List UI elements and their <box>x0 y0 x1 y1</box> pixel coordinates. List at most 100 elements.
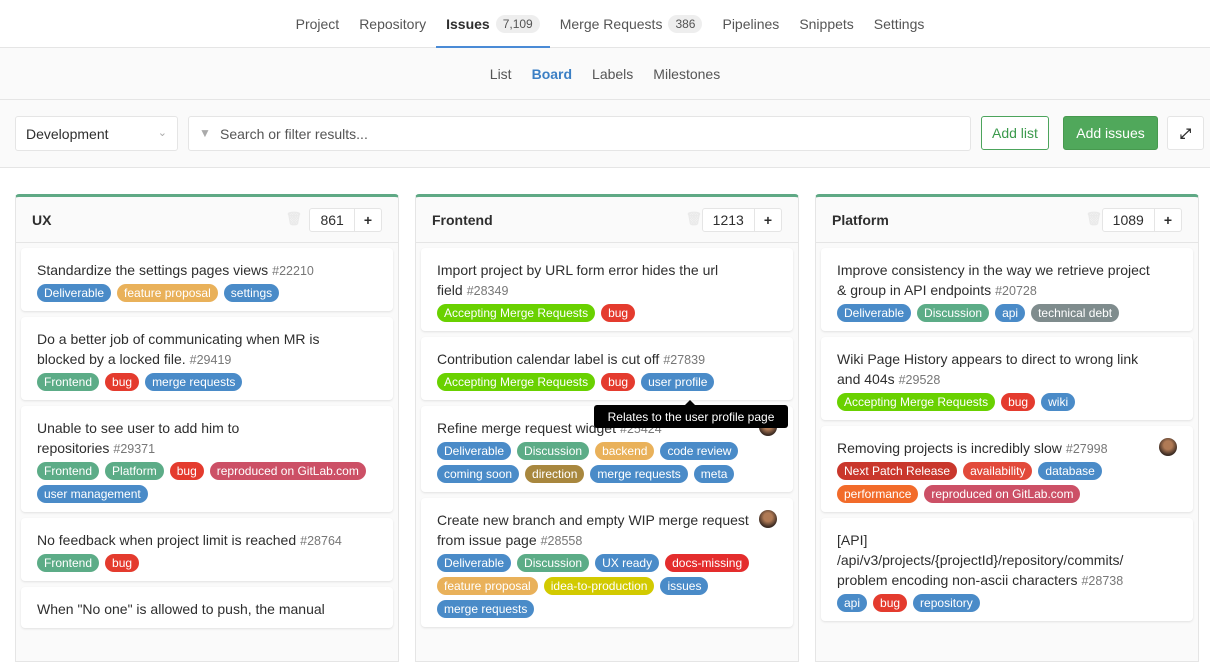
issue-card[interactable]: Improve consistency in the way we retrie… <box>821 248 1193 331</box>
issue-title[interactable]: Wiki Page History appears to direct to w… <box>837 351 1139 387</box>
issue-card[interactable]: Standardize the settings pages views #222… <box>21 248 393 311</box>
subnav-labels[interactable]: Labels <box>592 65 634 82</box>
tab-pipelines[interactable]: Pipelines <box>712 0 789 47</box>
subnav-list[interactable]: List <box>489 65 512 82</box>
add-list-button[interactable]: Add list <box>981 116 1049 150</box>
label[interactable]: docs-missing <box>665 554 750 572</box>
label[interactable]: bug <box>105 554 140 572</box>
label[interactable]: Frontend <box>37 373 100 391</box>
label[interactable]: Platform <box>105 462 164 480</box>
label[interactable]: code review <box>660 442 739 460</box>
tab-merge-requests[interactable]: Merge Requests 386 <box>550 0 713 47</box>
label[interactable]: merge requests <box>590 465 688 483</box>
issue-title[interactable]: Do a better job of communicating when MR… <box>37 331 320 367</box>
label[interactable]: feature proposal <box>117 284 218 302</box>
search-input[interactable]: ▼ Search or filter results... <box>188 116 971 151</box>
label[interactable]: meta <box>693 465 735 483</box>
issue-card[interactable]: Create new branch and empty WIP merge re… <box>421 498 793 627</box>
label[interactable]: Next Patch Release <box>837 462 958 480</box>
issue-title[interactable]: When "No one" is allowed to push, the ma… <box>37 601 325 617</box>
label[interactable]: Accepting Merge Requests <box>437 304 596 322</box>
label[interactable]: merge requests <box>145 373 243 391</box>
tab-issues[interactable]: Issues 7,109 <box>436 0 550 48</box>
label[interactable]: performance <box>837 485 919 503</box>
issue-title[interactable]: [API] /api/v3/projects/{projectId}/repos… <box>837 532 1124 588</box>
issue-card[interactable]: Import project by URL form error hides t… <box>421 248 793 331</box>
label[interactable]: Deliverable <box>837 304 912 322</box>
label[interactable]: user profile <box>641 373 715 391</box>
label[interactable]: user management <box>37 485 148 503</box>
add-issues-button[interactable]: Add issues <box>1063 116 1158 150</box>
label[interactable]: coming soon <box>437 465 520 483</box>
fullscreen-icon[interactable]: ⤢ <box>1167 116 1204 150</box>
tab-project[interactable]: Project <box>286 0 350 47</box>
label[interactable]: Deliverable <box>37 284 112 302</box>
label[interactable]: database <box>1038 462 1102 480</box>
tab-snippets[interactable]: Snippets <box>789 0 863 47</box>
label[interactable]: Discussion <box>517 442 590 460</box>
issue-title[interactable]: Improve consistency in the way we retrie… <box>837 262 1150 298</box>
tab-repository[interactable]: Repository <box>349 0 436 47</box>
label[interactable]: bug <box>105 373 140 391</box>
issue-title[interactable]: Standardize the settings pages views <box>37 262 269 278</box>
issue-card[interactable]: When "No one" is allowed to push, the ma… <box>21 587 393 628</box>
label[interactable]: issues <box>660 577 709 595</box>
label[interactable]: UX ready <box>595 554 660 572</box>
issue-title[interactable]: Create new branch and empty WIP merge re… <box>437 512 749 548</box>
issue-title[interactable]: No feedback when project limit is reache… <box>37 532 297 548</box>
label[interactable]: api <box>995 304 1026 322</box>
label[interactable]: reproduced on GitLab.com <box>209 462 366 480</box>
assignee-avatar[interactable] <box>1159 438 1177 456</box>
issue-card[interactable]: Wiki Page History appears to direct to w… <box>821 337 1193 420</box>
issue-title[interactable]: Import project by URL form error hides t… <box>437 262 719 298</box>
add-issue-button[interactable]: + <box>1153 209 1181 231</box>
label[interactable]: repository <box>913 594 980 612</box>
label[interactable]: bug <box>873 594 908 612</box>
label[interactable]: Frontend <box>37 462 100 480</box>
trash-icon[interactable]: 🗑 <box>685 211 702 226</box>
issue-card[interactable]: Contribution calendar label is cut off #2… <box>421 337 793 400</box>
issue-card[interactable]: No feedback when project limit is reache… <box>21 518 393 581</box>
issue-card[interactable]: Unable to see user to add him to reposit… <box>21 406 393 512</box>
tab-settings[interactable]: Settings <box>864 0 935 47</box>
label[interactable]: bug <box>169 462 204 480</box>
tab-label: Settings <box>873 15 925 32</box>
issue-title[interactable]: Contribution calendar label is cut off <box>437 351 660 367</box>
label[interactable]: feature proposal <box>437 577 538 595</box>
label[interactable]: Accepting Merge Requests <box>437 373 596 391</box>
label[interactable]: backend <box>595 442 655 460</box>
label[interactable]: bug <box>1001 393 1036 411</box>
trash-icon[interactable]: 🗑 <box>1085 211 1102 226</box>
issue-card[interactable]: Do a better job of communicating when MR… <box>21 317 393 400</box>
label[interactable]: Accepting Merge Requests <box>837 393 996 411</box>
label[interactable]: Deliverable <box>437 442 512 460</box>
issue-title[interactable]: Removing projects is incredibly slow <box>837 440 1062 456</box>
subnav-milestones[interactable]: Milestones <box>653 65 721 82</box>
issue-title[interactable]: Unable to see user to add him to reposit… <box>37 420 240 456</box>
label[interactable]: direction <box>525 465 585 483</box>
add-issue-button[interactable]: + <box>353 209 381 231</box>
issue-card[interactable]: Removing projects is incredibly slow #279… <box>821 426 1193 512</box>
label[interactable]: wiki <box>1041 393 1076 411</box>
subnav-board[interactable]: Board <box>531 65 573 82</box>
label[interactable]: Discussion <box>917 304 990 322</box>
tab-label: Snippets <box>799 15 854 32</box>
issue-title[interactable]: Refine merge request widget <box>437 420 616 436</box>
label[interactable]: availability <box>963 462 1033 480</box>
add-issue-button[interactable]: + <box>753 209 781 231</box>
label[interactable]: merge requests <box>437 600 535 618</box>
label[interactable]: technical debt <box>1031 304 1120 322</box>
label[interactable]: settings <box>223 284 280 302</box>
label[interactable]: api <box>837 594 868 612</box>
board-select[interactable]: Development ⌄ <box>15 116 178 151</box>
issue-card[interactable]: [API] /api/v3/projects/{projectId}/repos… <box>821 518 1193 621</box>
label[interactable]: Frontend <box>37 554 100 572</box>
label[interactable]: reproduced on GitLab.com <box>924 485 1081 503</box>
label[interactable]: idea-to-production <box>543 577 655 595</box>
label[interactable]: bug <box>601 373 636 391</box>
assignee-avatar[interactable] <box>759 510 777 528</box>
label[interactable]: Deliverable <box>437 554 512 572</box>
label[interactable]: bug <box>601 304 636 322</box>
trash-icon[interactable]: 🗑 <box>285 211 302 226</box>
label[interactable]: Discussion <box>517 554 590 572</box>
